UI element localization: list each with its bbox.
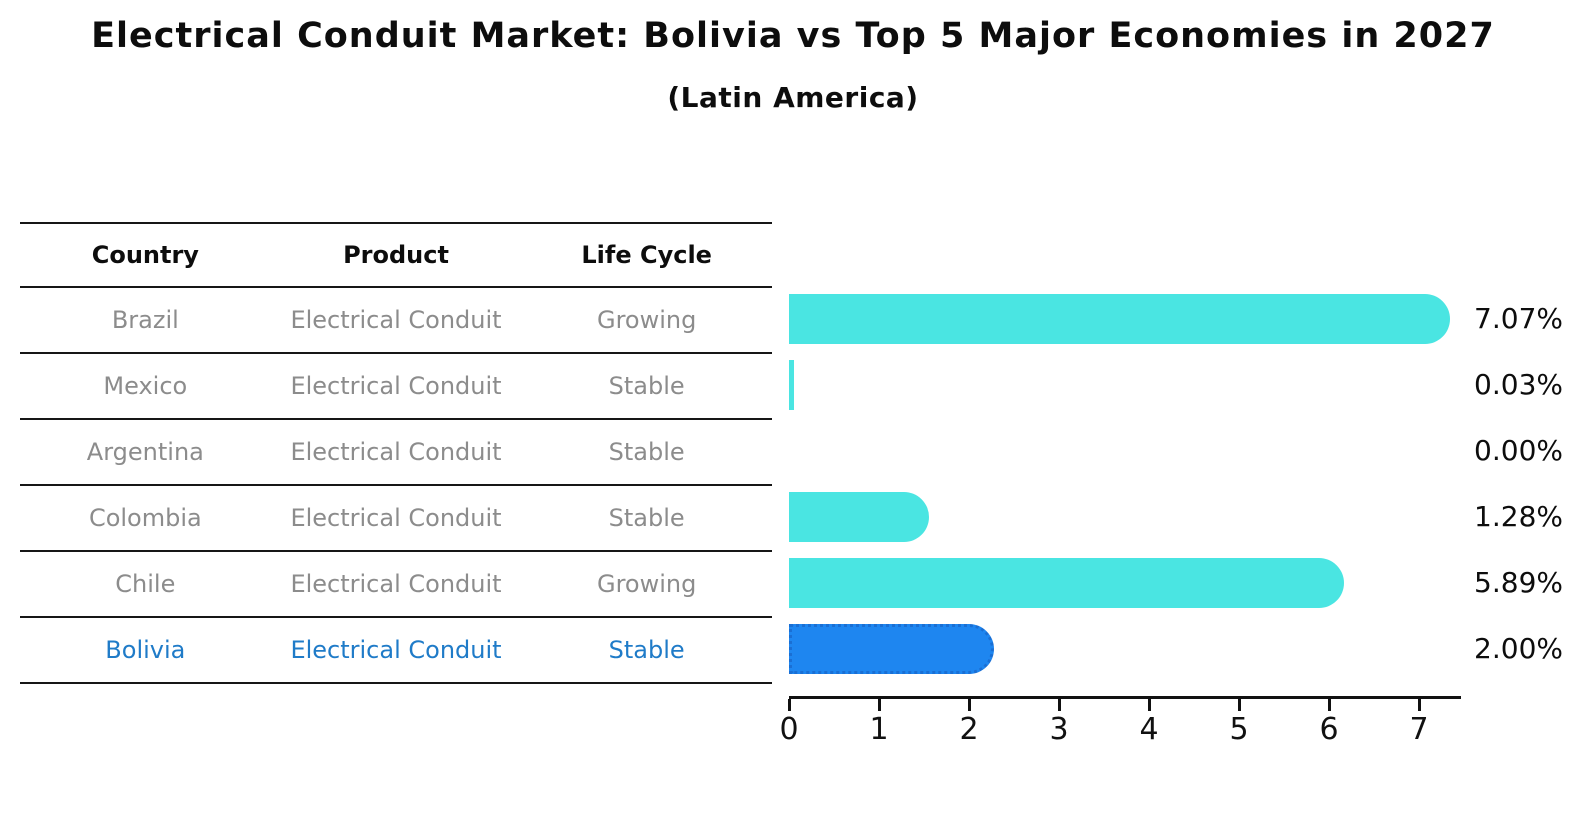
data-table: Country Product Life Cycle Brazil Electri… (20, 222, 772, 684)
x-axis-tick-label: 6 (1319, 712, 1339, 747)
cell-life-cycle: Growing (596, 306, 697, 334)
cell-product: Electrical Conduit (290, 636, 502, 664)
x-axis-tick (1418, 699, 1421, 711)
cell-country: Colombia (88, 504, 202, 532)
value-label-argentina: 0.00% (1474, 434, 1563, 467)
value-label-brazil: 7.07% (1474, 302, 1563, 335)
x-axis-tick (1148, 699, 1151, 711)
x-axis-tick-label: 7 (1409, 712, 1429, 747)
table-row-chile: Chile Electrical Conduit Growing (20, 552, 772, 618)
cell-country: Bolivia (105, 636, 186, 664)
x-axis-tick (788, 699, 791, 711)
chart-subtitle: (Latin America) (667, 81, 919, 114)
cell-product: Electrical Conduit (290, 438, 502, 466)
bar-colombia (789, 492, 929, 542)
bar-chile (789, 558, 1344, 608)
cell-product: Electrical Conduit (290, 570, 502, 598)
x-axis-tick-label: 3 (1049, 712, 1069, 747)
cell-country: Chile (115, 570, 176, 598)
x-axis-tick-label: 4 (1139, 712, 1159, 747)
value-label-colombia: 1.28% (1474, 500, 1563, 533)
chart-title: Electrical Conduit Market: Bolivia vs To… (91, 16, 1495, 56)
cell-country: Argentina (86, 438, 204, 466)
value-label-mexico: 0.03% (1474, 368, 1563, 401)
cell-life-cycle: Stable (608, 438, 685, 466)
cell-life-cycle: Stable (608, 636, 685, 664)
column-header-product: Product (343, 241, 449, 269)
x-axis-tick-label: 2 (959, 712, 979, 747)
cell-country: Brazil (111, 306, 179, 334)
cell-product: Electrical Conduit (290, 306, 502, 334)
cell-life-cycle: Stable (608, 372, 685, 400)
x-axis-tick (878, 699, 881, 711)
x-axis-tick-label: 0 (779, 712, 799, 747)
cell-country: Mexico (103, 372, 188, 400)
cell-product: Electrical Conduit (290, 504, 502, 532)
table-body: Brazil Electrical Conduit Growing Mexico Ele… (20, 288, 772, 684)
x-axis-tick (968, 699, 971, 711)
cell-life-cycle: Stable (608, 504, 685, 532)
cell-product: Electrical Conduit (290, 372, 502, 400)
x-axis-tick (1058, 699, 1061, 711)
value-label-bolivia: 2.00% (1474, 632, 1563, 665)
bar-mexico (789, 360, 794, 410)
x-axis-tick-label: 1 (869, 712, 889, 747)
table-row-argentina: Argentina Electrical Conduit Stable (20, 420, 772, 486)
table-header-row: Country Product Life Cycle (20, 224, 772, 288)
column-header-life-cycle: Life Cycle (581, 241, 712, 269)
bar-bolivia (789, 624, 994, 674)
bar-brazil (789, 294, 1450, 344)
x-axis-tick (1238, 699, 1241, 711)
cell-life-cycle: Growing (596, 570, 697, 598)
table-row-colombia: Colombia Electrical Conduit Stable (20, 486, 772, 552)
x-axis-tick (1328, 699, 1331, 711)
table-row-mexico: Mexico Electrical Conduit Stable (20, 354, 772, 420)
column-header-country: Country (91, 241, 199, 269)
table-row-bolivia: Bolivia Electrical Conduit Stable (20, 618, 772, 684)
x-axis-line (789, 696, 1461, 699)
x-axis-tick-label: 5 (1229, 712, 1249, 747)
table-row-brazil: Brazil Electrical Conduit Growing (20, 288, 772, 354)
value-label-chile: 5.89% (1474, 566, 1563, 599)
